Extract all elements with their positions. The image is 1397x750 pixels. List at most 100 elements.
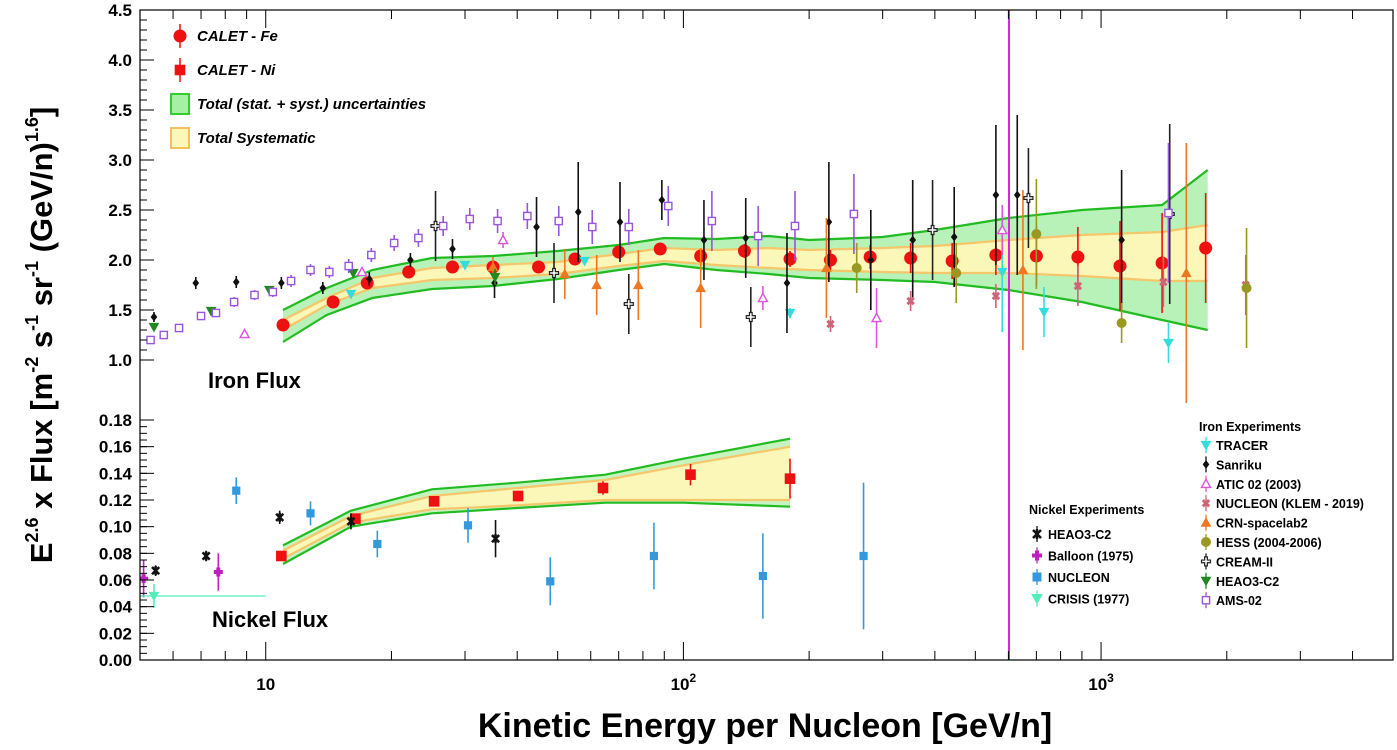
- data-point: [497, 234, 509, 245]
- nickel-total-band-upper: [282, 437, 791, 547]
- legend-label: Balloon (1975): [1048, 550, 1133, 564]
- data-point: [548, 267, 560, 279]
- nickel-legend-balloon-1975: Balloon (1975): [1032, 547, 1133, 564]
- data-point: [430, 220, 441, 232]
- data-point: [1116, 318, 1127, 328]
- data-point: [428, 496, 440, 507]
- legend-label: HESS (2004-2006): [1216, 536, 1322, 550]
- data-point: [268, 287, 278, 297]
- data-point: [306, 265, 315, 275]
- data-point: [146, 335, 155, 345]
- data-point: [345, 289, 357, 300]
- data-point: [996, 267, 1008, 278]
- data-point: [753, 231, 763, 241]
- data-point: [742, 233, 750, 243]
- legend-marker: [1032, 529, 1042, 539]
- nickel-y-tick-label: 0.10: [99, 518, 132, 537]
- data-point: [438, 221, 448, 231]
- legend-marker: [1200, 477, 1212, 489]
- data-point: [951, 268, 962, 278]
- data-point: [373, 539, 382, 549]
- data-point: [906, 296, 915, 306]
- iron-series-atic-02-2003: [238, 205, 1008, 348]
- data-point: [1118, 235, 1125, 245]
- nickel-y-tick-label: 0.04: [99, 598, 133, 617]
- legend-label: CRISIS (1977): [1048, 593, 1129, 607]
- data-point: [849, 209, 859, 219]
- legend-item-total-systematic: Total Systematic: [170, 127, 316, 149]
- legend-label: CREAM-II: [1216, 555, 1273, 569]
- data-point: [587, 222, 597, 232]
- iron-series-crn-spacelab2: [487, 143, 1192, 403]
- iron-y-tick-label: 4.5: [108, 1, 132, 20]
- data-point: [996, 224, 1008, 235]
- data-point: [1073, 281, 1083, 291]
- nickel-y-tick-label: 0.16: [99, 438, 132, 457]
- nickel-panel-label: Nickel Flux: [212, 607, 329, 632]
- data-point: [1023, 192, 1034, 204]
- iron-y-tick-label: 2.5: [108, 201, 132, 220]
- data-point: [821, 262, 832, 273]
- legend-label: HEAO3-C2: [1048, 528, 1111, 542]
- legend-label: CRN-spacelab2: [1216, 517, 1308, 531]
- legend-swatch: [170, 127, 190, 149]
- data-point: [1180, 267, 1192, 278]
- data-point: [707, 216, 717, 226]
- data-point: [851, 263, 862, 273]
- data-point: [192, 278, 200, 288]
- nickel-y-tick-label: 0.14: [99, 464, 133, 483]
- data-point: [211, 308, 221, 318]
- data-point: [700, 235, 708, 245]
- y-axis-title: E2.6 x Flux [m-2 s-1 sr-1 (GeV/n)1.6]: [22, 107, 59, 563]
- legend-label: CALET - Ni: [197, 62, 276, 79]
- nickel-legend-heao3-c2: HEAO3-C2: [1032, 526, 1111, 542]
- nickel-y-tick-label: 0.00: [99, 651, 132, 670]
- iron-y-tick-label: 1.0: [108, 351, 132, 370]
- data-point: [992, 190, 1000, 200]
- nickel-y-tick-label: 0.02: [99, 624, 132, 643]
- legend-label: ATIC 02 (2003): [1216, 478, 1301, 492]
- iron-total-band-lower: [282, 262, 1208, 343]
- data-point: [346, 516, 356, 526]
- data-point: [286, 276, 296, 286]
- legend-label: NUCLEON (KLEM - 2019): [1216, 497, 1364, 511]
- nickel-y-tick-label: 0.06: [99, 571, 132, 590]
- data-point: [591, 279, 603, 290]
- iron-y-tick-label: 1.5: [108, 301, 132, 320]
- iron-y-tick-label: 3.5: [108, 101, 132, 120]
- legend-swatch: [170, 93, 190, 115]
- nickel-y-tick-label: 0.12: [99, 491, 132, 510]
- nickel-experiments-title: Nickel Experiments: [1029, 503, 1144, 517]
- data-point: [232, 486, 241, 495]
- data-point: [487, 261, 499, 272]
- data-point: [612, 245, 626, 259]
- data-point: [823, 253, 837, 267]
- data-point: [632, 279, 644, 290]
- data-point: [201, 551, 211, 561]
- legend-marker: [1032, 550, 1042, 561]
- data-point: [758, 571, 767, 581]
- data-point: [1163, 338, 1174, 349]
- data-point: [784, 473, 796, 484]
- data-point: [1013, 190, 1021, 200]
- data-point: [407, 255, 414, 265]
- iron-legend-tracer: TRACER: [1200, 437, 1268, 453]
- data-point: [414, 233, 423, 243]
- nickel-legend-crisis-1977: CRISIS (1977): [1031, 590, 1129, 607]
- x-tick-label: 10: [256, 675, 275, 694]
- legend-item-calet-fe: CALET - Fe: [173, 24, 278, 48]
- data-point: [150, 312, 158, 322]
- nickel-series-nucleon: [232, 477, 868, 630]
- legend-label: CALET - Fe: [197, 28, 278, 45]
- data-point: [624, 222, 634, 232]
- data-point: [658, 195, 666, 205]
- iron-series-sanriku: [150, 115, 1125, 333]
- legend-marker: [1202, 459, 1210, 469]
- x-axis-title: Kinetic Energy per Nucleon [GeV/n]: [478, 707, 1052, 745]
- legend-label: TRACER: [1216, 439, 1268, 453]
- iron-syst-band-lower: [282, 259, 1208, 331]
- legend-label: Sanriku: [1216, 458, 1262, 472]
- nickel-series-crisis-1977: [140, 584, 266, 608]
- legend-item-total-stat-syst-uncertainties: Total (stat. + syst.) uncertainties: [170, 93, 426, 115]
- data-point: [663, 201, 673, 211]
